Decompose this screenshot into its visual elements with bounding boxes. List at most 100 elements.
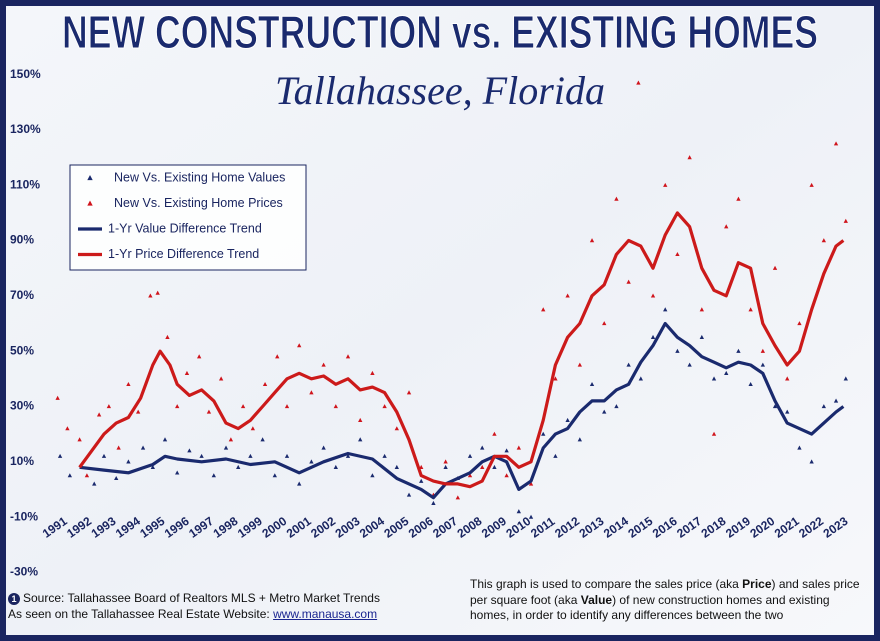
data-point	[614, 196, 619, 201]
data-point	[516, 509, 521, 514]
data-point	[199, 453, 204, 458]
data-point	[516, 445, 521, 450]
data-point	[492, 431, 497, 436]
data-point	[165, 334, 170, 340]
data-point	[541, 307, 546, 312]
data-point	[736, 196, 741, 201]
data-point	[772, 265, 778, 270]
data-point	[626, 362, 631, 367]
data-point	[309, 390, 314, 395]
data-point	[57, 453, 63, 458]
data-point	[248, 453, 253, 458]
data-point	[309, 459, 314, 464]
data-point	[297, 343, 302, 348]
data-point	[114, 475, 119, 481]
data-point	[162, 437, 168, 442]
legend-label: New Vs. Existing Home Values	[114, 170, 285, 184]
data-point	[382, 404, 387, 409]
data-point	[155, 290, 160, 295]
data-point	[821, 404, 826, 409]
data-point	[589, 238, 595, 243]
data-point	[175, 404, 180, 409]
website-link[interactable]: www.manausa.com	[273, 607, 378, 621]
data-point	[394, 464, 399, 469]
data-point	[148, 293, 153, 298]
data-point	[797, 445, 802, 450]
data-point	[614, 404, 619, 409]
data-point	[187, 448, 192, 453]
data-point	[724, 224, 729, 229]
data-point	[211, 473, 216, 478]
data-point	[711, 431, 717, 436]
note-bold: Value	[580, 592, 613, 607]
y-tick-label: 10%	[10, 454, 34, 468]
data-point	[150, 464, 155, 469]
y-tick-label: -30%	[10, 565, 38, 579]
chart-title: NEW CONSTRUCTION vs. EXISTING HOMES	[62, 6, 818, 58]
seen-on: As seen on the Tallahassee Real Estate W…	[8, 607, 270, 621]
data-point	[724, 370, 729, 375]
data-point	[284, 404, 290, 409]
data-point	[345, 354, 351, 359]
data-point	[218, 376, 224, 381]
data-point	[297, 481, 302, 486]
y-tick-label: 50%	[10, 343, 34, 357]
data-point	[228, 437, 234, 442]
source: 1 Source: Tallahassee Board of Realtors M…	[8, 590, 380, 622]
data-point	[528, 514, 534, 519]
legend-box	[69, 164, 307, 271]
data-point	[821, 238, 826, 243]
note-text: ) and sales price per square foot (aka	[470, 577, 860, 607]
data-point	[419, 478, 424, 483]
data-point	[284, 453, 290, 458]
legend-label: New Vs. Existing Home Prices	[114, 196, 283, 210]
data-point	[663, 182, 668, 187]
legend-swatch	[87, 200, 93, 206]
data-point	[55, 395, 60, 400]
y-tick-label: 70%	[10, 288, 34, 302]
data-point	[711, 376, 717, 381]
data-point	[431, 500, 436, 505]
data-point	[565, 293, 570, 298]
y-tick-label: 110%	[10, 177, 40, 191]
data-point	[92, 481, 97, 486]
data-point	[184, 370, 190, 375]
data-point	[553, 453, 558, 458]
data-point	[240, 404, 246, 409]
data-point	[116, 445, 121, 450]
data-point	[602, 409, 607, 414]
data-point	[480, 445, 485, 450]
data-point	[833, 141, 839, 146]
data-point	[492, 464, 497, 469]
data-point	[333, 464, 338, 469]
data-point	[206, 409, 212, 414]
data-point	[528, 481, 534, 486]
data-point	[272, 473, 277, 478]
data-point	[333, 404, 338, 409]
data-point	[358, 417, 363, 422]
data-point	[126, 459, 131, 464]
data-point	[687, 155, 692, 160]
data-point	[250, 426, 256, 431]
data-point	[65, 426, 70, 431]
data-point	[223, 445, 229, 450]
y-tick-label: 150%	[10, 67, 41, 81]
y-tick-label: 130%	[10, 122, 41, 136]
data-point	[772, 404, 778, 409]
data-point	[541, 431, 546, 436]
data-point	[843, 376, 848, 381]
chart-subtitle: Tallahassee, Florida	[275, 68, 605, 113]
trend-line	[79, 321, 845, 500]
data-point	[760, 348, 765, 353]
data-point	[321, 445, 326, 450]
data-point	[394, 426, 399, 431]
data-point	[67, 473, 73, 478]
data-point	[275, 354, 280, 359]
data-point	[833, 398, 839, 403]
data-point	[140, 445, 146, 450]
data-point	[480, 464, 485, 469]
data-point	[443, 464, 448, 469]
